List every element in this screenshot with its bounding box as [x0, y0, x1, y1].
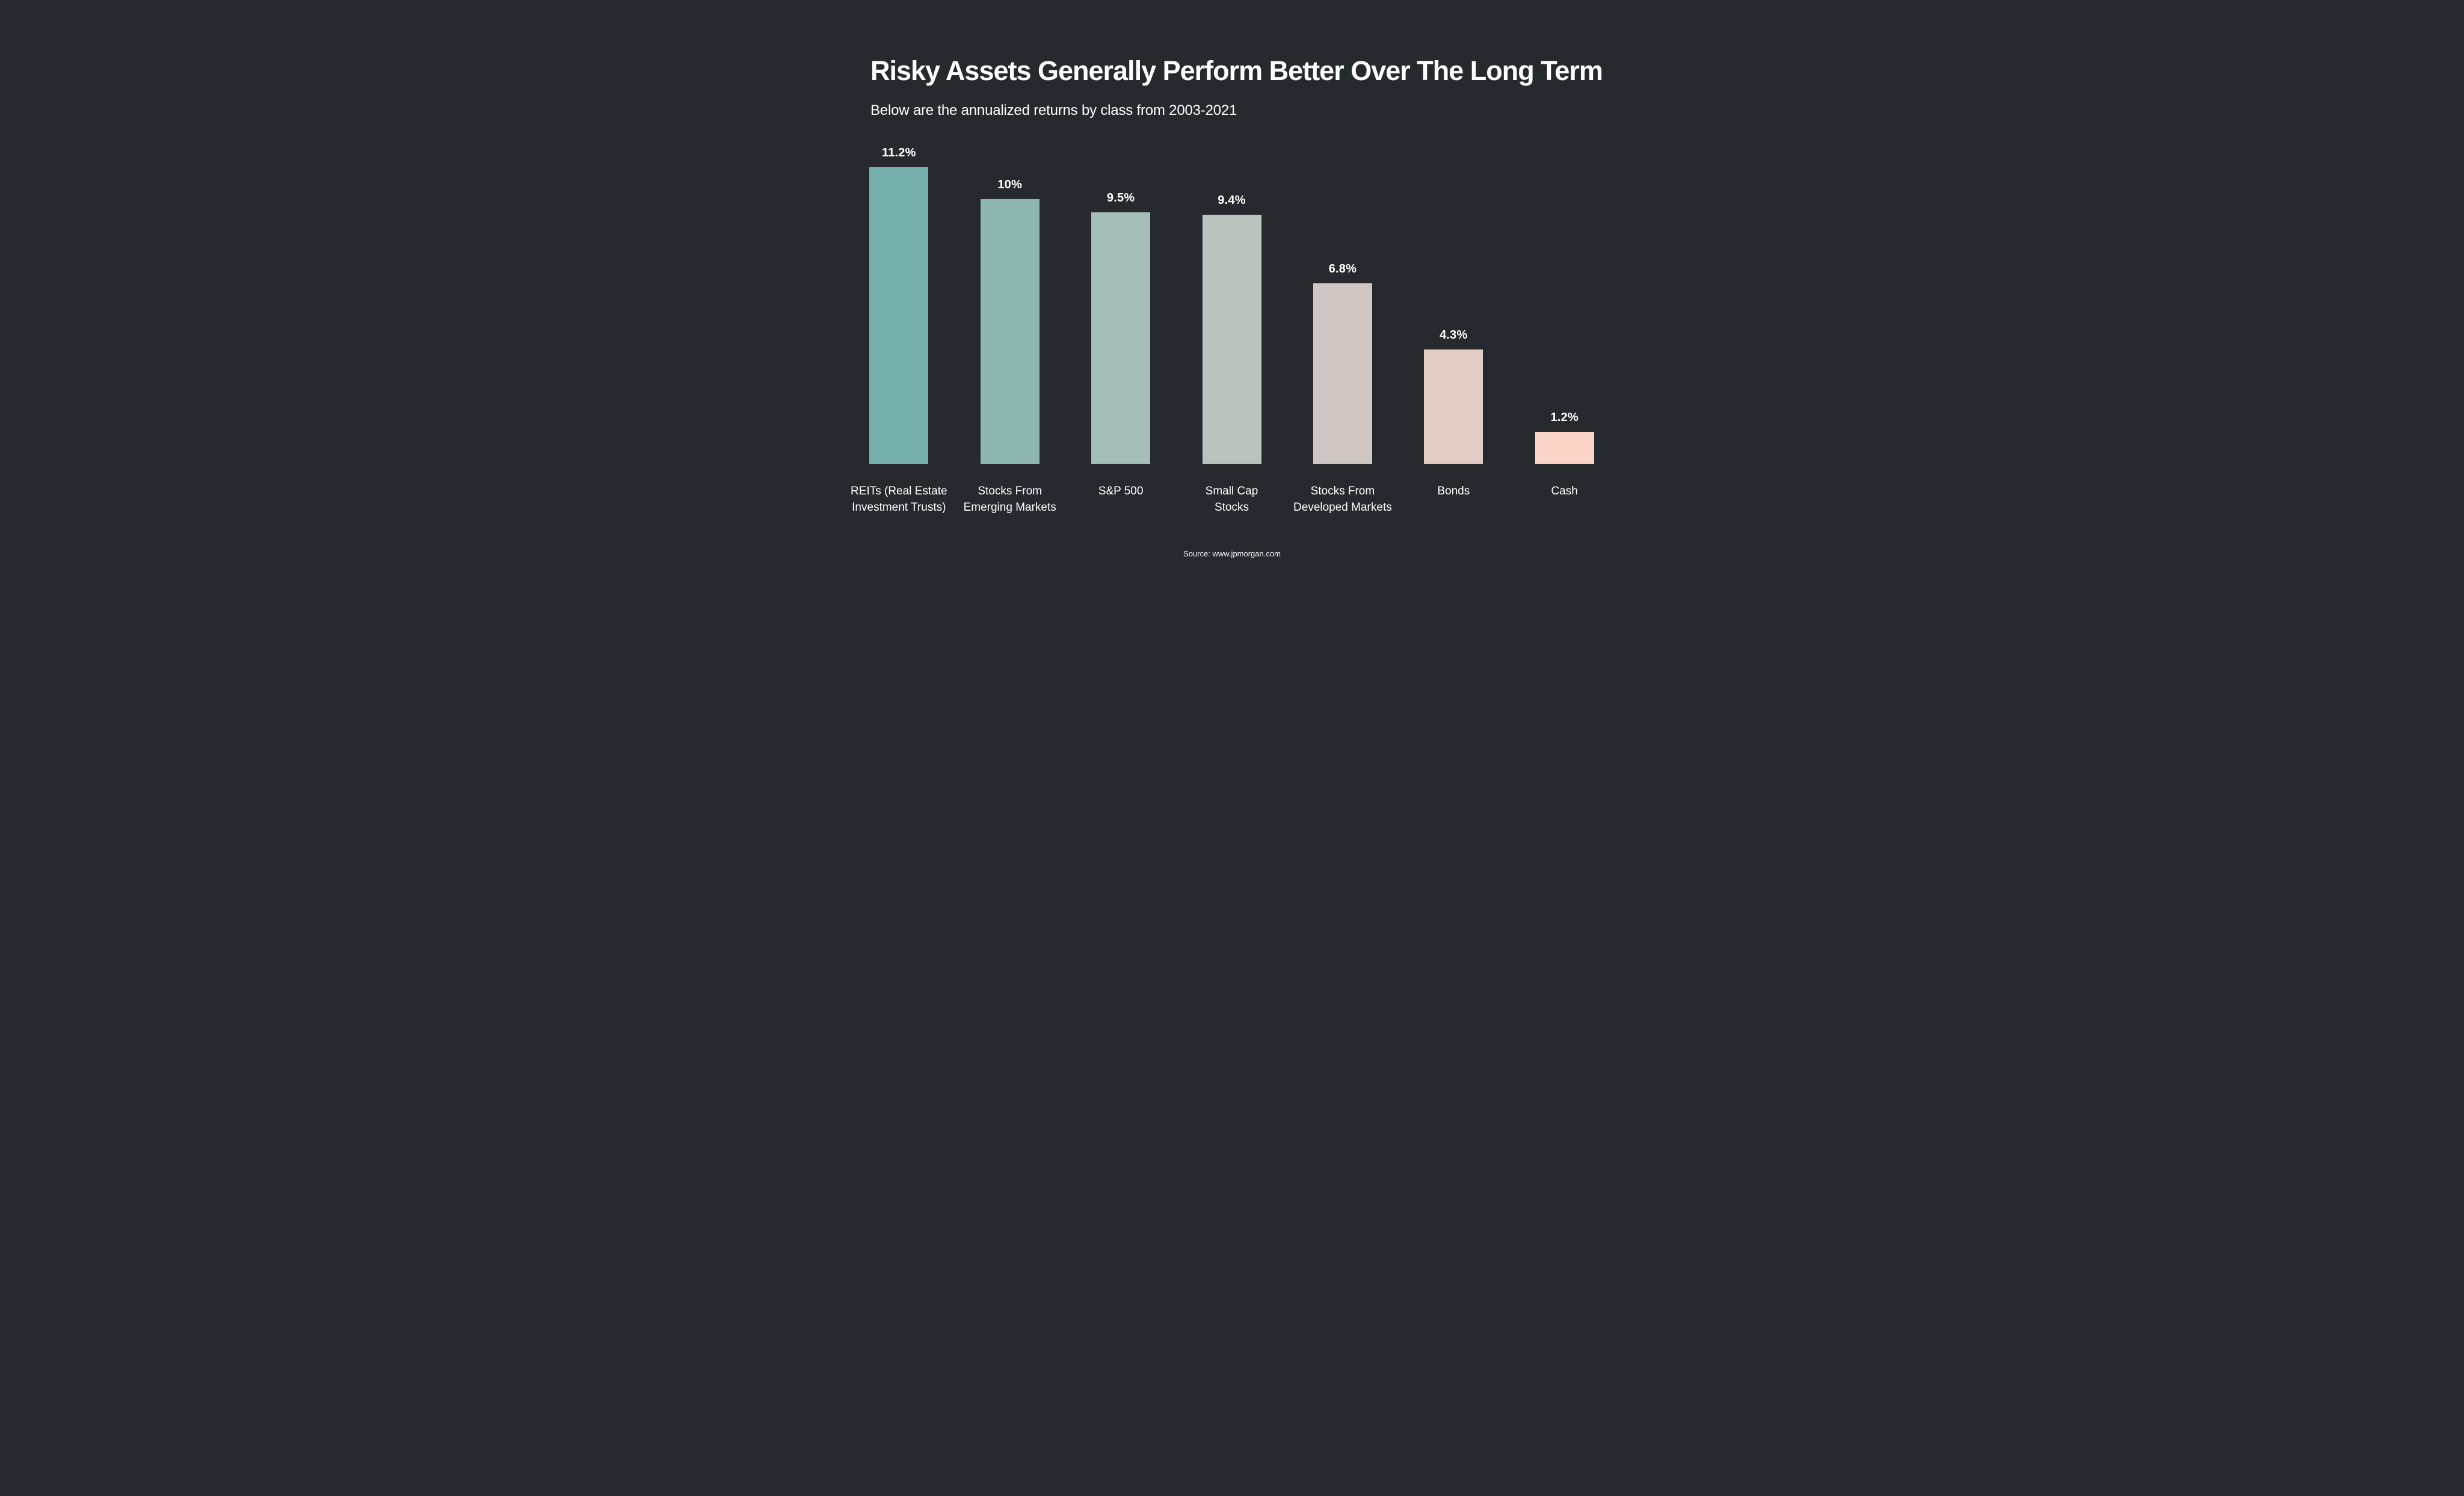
bar-value-label: 4.3% — [1440, 328, 1468, 342]
bar-value-label: 10% — [997, 177, 1022, 191]
infographic-page: Risky Assets Generally Perform Better Ov… — [760, 0, 1704, 573]
bar-value-label: 11.2% — [881, 146, 916, 159]
bar-value-label: 9.5% — [1106, 191, 1135, 205]
bar — [1313, 283, 1372, 464]
bar — [869, 167, 929, 464]
bar-group: 6.8% Stocks From Developed Markets — [1274, 0, 1412, 573]
bar — [1202, 215, 1261, 464]
bar-group: 9.5% S&P 500 — [1052, 0, 1190, 573]
bar-value-label: 9.4% — [1218, 194, 1246, 208]
bar — [1535, 431, 1594, 464]
bar-category-label: Cash — [1551, 485, 1578, 497]
bar-value-label: 6.8% — [1328, 262, 1357, 276]
chart-subtitle: Below are the annualized returns by clas… — [870, 102, 1237, 119]
bar-category-label: REITs (Real Estate Investment Trusts) — [851, 485, 947, 514]
bar-value-label: 1.2% — [1550, 410, 1578, 424]
bar-category-label: Stocks From Developed Markets — [1293, 485, 1392, 514]
bar-group: 11.2% REITs (Real Estate Investment Trust… — [830, 0, 968, 573]
bar-group: 1.2% Cash — [1495, 0, 1634, 573]
bar — [1091, 212, 1151, 464]
bar-group: 10% Stocks From Emerging Markets — [941, 0, 1079, 573]
bar-group: 4.3% Bonds — [1384, 0, 1523, 573]
bar-category-label: S&P 500 — [1098, 485, 1144, 497]
bar-category-label: Small Cap Stocks — [1205, 485, 1258, 514]
bar-category-label: Bonds — [1437, 485, 1470, 497]
bar-chart: 11.2% REITs (Real Estate Investment Trust… — [760, 0, 1704, 573]
bar — [980, 199, 1040, 464]
bar-category-label: Stocks From Emerging Markets — [963, 485, 1056, 514]
source-text: Source: www.jpmorgan.com — [1183, 549, 1281, 558]
chart-title: Risky Assets Generally Perform Better Ov… — [870, 55, 1603, 86]
bar-group: 9.4% Small Cap Stocks — [1163, 0, 1301, 573]
bar — [1424, 349, 1483, 464]
